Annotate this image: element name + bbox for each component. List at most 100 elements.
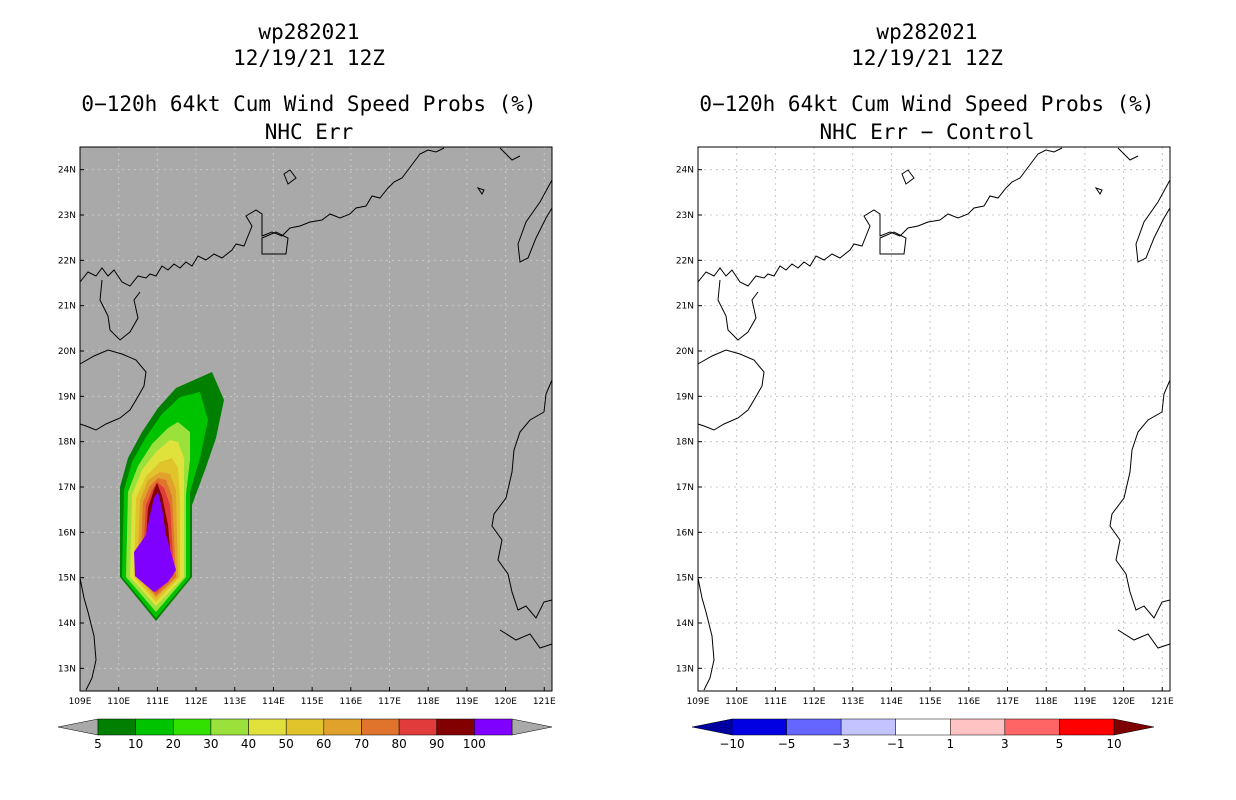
lat-tick-label: 14N: [676, 619, 694, 629]
lon-tick-label: 112E: [803, 697, 826, 707]
lat-tick-label: 18N: [58, 438, 76, 448]
colorbar-label: 70: [354, 737, 369, 751]
map-left: 109E 110E 111E 112E 113E 114E 115E 116E 117E 118E…: [57, 146, 556, 751]
lon-tick-label: 113E: [223, 697, 246, 707]
lat-tick-label: 22N: [676, 256, 694, 266]
lon-tick-label: 117E: [378, 697, 401, 707]
lon-tick-label: 111E: [146, 697, 169, 707]
colorbar-box: [731, 718, 787, 736]
lon-tick-label: 114E: [880, 697, 903, 707]
colorbar-label: 1: [946, 737, 954, 751]
colorbar-label: 5: [94, 737, 102, 751]
coastlines: [79, 147, 553, 691]
lat-tick-label: 15N: [676, 574, 694, 584]
lon-tick-label: 114E: [262, 697, 285, 707]
subtitle: NHC Err − Control: [819, 120, 1035, 144]
lon-tick-label: 116E: [339, 697, 362, 707]
lon-tick-label: 118E: [1035, 697, 1058, 707]
colorbar-label: 3: [1001, 737, 1009, 751]
axis-ticks: 109E 110E 111E 112E 113E 114E 115E 116E 117E 118E…: [58, 166, 556, 707]
product-title: 0−120h 64kt Cum Wind Speed Probs (%): [81, 92, 537, 116]
lon-tick-label: 115E: [301, 697, 324, 707]
lat-tick-label: 17N: [58, 483, 76, 493]
colorbar-label: −3: [832, 737, 850, 751]
lat-tick-label: 23N: [58, 211, 76, 221]
product-title: 0−120h 64kt Cum Wind Speed Probs (%): [699, 92, 1155, 116]
lon-tick-label: 121E: [533, 697, 556, 707]
map-background: [698, 147, 1170, 691]
lon-tick-label: 109E: [69, 697, 92, 707]
lat-tick-label: 24N: [58, 166, 76, 176]
colorbar-end-high: [1113, 718, 1155, 736]
lat-tick-label: 19N: [58, 392, 76, 402]
colorbar-label: −5: [778, 737, 796, 751]
colorbar-end-low: [691, 718, 733, 736]
lat-tick-label: 20N: [58, 347, 76, 357]
colorbar-label: 10: [1106, 737, 1121, 751]
colorbar: 5 10 20 30 40 50 60 70 80 90 100: [57, 718, 553, 751]
colorbar-box: [840, 718, 896, 736]
gridlines: [698, 147, 1170, 691]
colorbar-label: 80: [391, 737, 406, 751]
panel-right: wp282021 12/19/21 12Z 0−120h 64kt Cum Wi…: [618, 0, 1236, 800]
lat-tick-label: 13N: [58, 664, 76, 674]
lat-tick-label: 23N: [676, 211, 694, 221]
lon-tick-label: 121E: [1151, 697, 1174, 707]
colorbar-box: [1059, 718, 1115, 736]
colorbar-box: [97, 718, 136, 736]
colorbar-box: [1004, 718, 1060, 736]
lat-tick-label: 21N: [676, 302, 694, 312]
probability-contours: [120, 372, 224, 621]
colorbar-box: [248, 718, 287, 736]
colorbar-end-high: [511, 718, 553, 736]
colorbar-box: [210, 718, 249, 736]
colorbar-box: [173, 718, 212, 736]
lon-tick-label: 109E: [687, 697, 710, 707]
lat-tick-label: 20N: [676, 347, 694, 357]
contour-90: [134, 492, 176, 592]
coastlines: [697, 147, 1171, 691]
lat-tick-label: 15N: [58, 574, 76, 584]
colorbar-box: [135, 718, 174, 736]
colorbar-box: [285, 718, 325, 736]
colorbar-box: [436, 718, 475, 736]
lon-tick-label: 113E: [841, 697, 864, 707]
colorbar-box: [474, 718, 513, 736]
colorbar-box: [895, 718, 951, 736]
subtitle: NHC Err: [264, 120, 354, 144]
colorbar-box: [323, 718, 362, 736]
lon-tick-label: 120E: [494, 697, 517, 707]
lon-tick-label: 119E: [455, 697, 478, 707]
lon-tick-label: 117E: [996, 697, 1019, 707]
lat-tick-label: 22N: [58, 256, 76, 266]
lat-tick-label: 19N: [676, 392, 694, 402]
lat-tick-label: 18N: [676, 438, 694, 448]
colorbar-label: 20: [166, 737, 181, 751]
colorbar-label: 5: [1056, 737, 1064, 751]
panel-left: wp282021 12/19/21 12Z 0−120h 64kt Cum Wi…: [57, 20, 556, 751]
lat-tick-label: 14N: [58, 619, 76, 629]
colorbar-box: [950, 718, 1006, 736]
colorbar-label: 30: [203, 737, 218, 751]
datetime: 12/19/21 12Z: [233, 46, 385, 70]
colorbar-box: [361, 718, 400, 736]
storm-id: wp282021: [876, 20, 978, 44]
lat-tick-label: 17N: [676, 483, 694, 493]
colorbar-label: 100: [463, 737, 486, 751]
colorbar-label: 40: [241, 737, 256, 751]
colorbar-label: 50: [279, 737, 294, 751]
lon-tick-label: 119E: [1073, 697, 1096, 707]
lat-tick-label: 21N: [58, 302, 76, 312]
lon-tick-label: 115E: [919, 697, 942, 707]
colorbar-label: 60: [316, 737, 331, 751]
lat-tick-label: 13N: [676, 664, 694, 674]
storm-id: wp282021: [258, 20, 360, 44]
lon-tick-label: 116E: [957, 697, 980, 707]
colorbar-label: 90: [429, 737, 444, 751]
colorbar-end-low: [57, 718, 99, 736]
axis-ticks: 109E 110E 111E 112E 113E 114E 115E 116E 117E 118E…: [676, 166, 1174, 707]
lon-tick-label: 112E: [185, 697, 208, 707]
lat-tick-label: 16N: [676, 528, 694, 538]
colorbar-box: [398, 718, 437, 736]
lon-tick-label: 120E: [1112, 697, 1135, 707]
